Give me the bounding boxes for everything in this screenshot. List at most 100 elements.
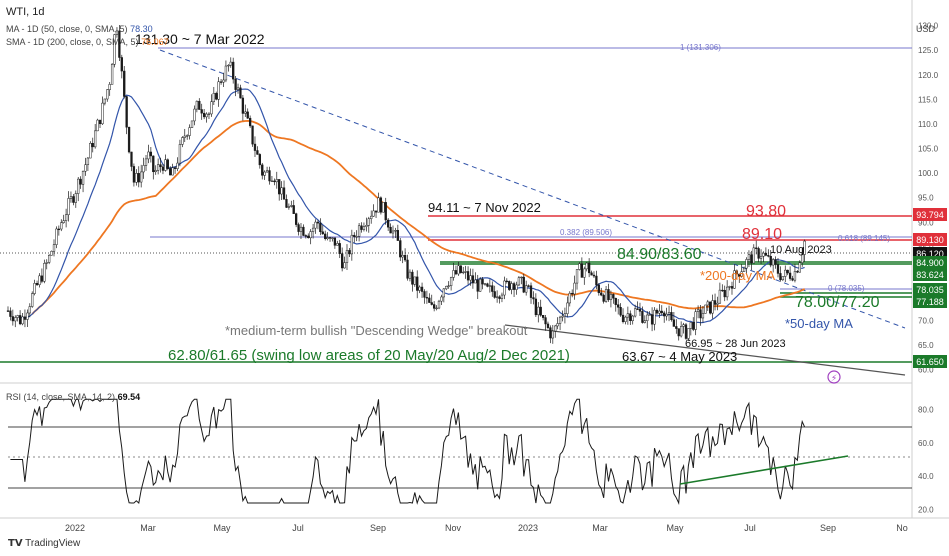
candle-body (253, 143, 257, 151)
candle-body (452, 270, 455, 278)
fib-label-1: 1 (131.306) (680, 43, 721, 52)
candle-body (164, 159, 167, 171)
svg-text:⚡: ⚡ (831, 373, 837, 383)
candle-body (706, 301, 709, 306)
candle-body (232, 61, 235, 80)
annotation-7800: 78.00/77.20 (795, 294, 880, 311)
candle-body (442, 288, 445, 298)
candle-body (142, 165, 145, 173)
candle-body (362, 226, 366, 230)
candle-body (387, 219, 390, 228)
candle-body (633, 308, 637, 317)
sma200-legend-value: 76.067 (141, 37, 169, 47)
candle-body (752, 247, 755, 264)
candle-body (709, 301, 712, 314)
candle-body (302, 226, 305, 236)
sma200-legend[interactable]: SMA - 1D (200, close, 0, SMA, 5) 76.067 (6, 37, 169, 47)
candle-body (33, 283, 36, 294)
candle-body (701, 313, 705, 319)
candle-body (399, 240, 402, 258)
currency-label: USD (916, 24, 936, 34)
rsi-trendline (679, 455, 849, 485)
candle-body (256, 150, 259, 155)
candle-body (428, 297, 431, 303)
candle-body (621, 314, 625, 323)
candle-body (374, 210, 378, 213)
price-tick-13: 65.0 (918, 341, 934, 350)
candle-body (251, 125, 254, 145)
symbol-title[interactable]: WTI, 1d (6, 6, 45, 18)
candle-body (801, 254, 804, 263)
candle-body (689, 322, 692, 329)
candle-body (98, 119, 102, 125)
candle-body (244, 111, 247, 114)
candle-body (391, 230, 395, 234)
candle-body (675, 326, 678, 329)
label-84900: 84.900 (916, 258, 944, 268)
price-axis-labels: 93.794 89.130 86.120 84.900 83.624 78.03… (913, 208, 947, 368)
candle-body (239, 87, 242, 99)
candle-body (183, 135, 186, 138)
candle-body (326, 237, 329, 240)
candle-body (125, 96, 128, 128)
candle-body (767, 255, 770, 257)
candle-body (423, 291, 426, 298)
candle-body (435, 307, 438, 310)
candle-body (575, 269, 579, 284)
time-tick-0: 2022 (65, 523, 85, 533)
tradingview-branding[interactable]: 𝗧𝗩 TradingView (8, 538, 80, 549)
candle-body (796, 271, 799, 273)
candle-body (307, 235, 310, 239)
candle-body (725, 286, 729, 298)
candle-body (512, 283, 516, 290)
candle-body (28, 306, 31, 314)
candle-body (331, 237, 334, 239)
candle-body (699, 309, 702, 319)
candle-body (515, 284, 518, 290)
candle-body (781, 276, 784, 281)
candle-body (14, 317, 17, 322)
ma50-legend[interactable]: MA - 1D (50, close, 0, SMA, 5) 78.30 (6, 24, 153, 34)
time-axis[interactable]: 2022 Mar May Jul Sep Nov 2023 Mar May Jul Sep No (65, 523, 908, 533)
candle-body (304, 235, 307, 237)
candle-body (670, 312, 673, 321)
candle-body (106, 89, 109, 100)
candle-body (159, 164, 162, 168)
candle-body (69, 196, 73, 199)
candle-body (534, 298, 538, 316)
candle-body (67, 198, 70, 216)
price-tick-5: 105.0 (918, 145, 939, 154)
candle-body (169, 168, 172, 176)
rsi-legend[interactable]: RSI (14, close, SMA, 14, 2) 69.54 (6, 392, 140, 402)
candle-body (355, 236, 358, 238)
candle-body (420, 286, 424, 292)
candle-body (258, 154, 261, 166)
label-78035: 78.035 (916, 285, 944, 295)
time-tick-2: May (213, 523, 231, 533)
candle-body (55, 228, 58, 245)
candle-body (549, 327, 552, 339)
candle-body (270, 180, 274, 182)
candle-body (265, 170, 269, 173)
candle-body (45, 262, 48, 264)
candle-body (273, 180, 276, 183)
candle-body (532, 297, 535, 300)
ma50-line (17, 88, 805, 324)
label-89130-bg (913, 233, 947, 246)
candle-body (626, 313, 630, 318)
tradingview-logo-icon: 𝗧𝗩 (8, 538, 23, 549)
candle-body (81, 170, 85, 185)
candle-body (171, 167, 174, 176)
time-tick-10: Sep (820, 523, 836, 533)
candle-body (379, 197, 383, 213)
candle-body (660, 310, 663, 314)
candle-body (367, 218, 370, 226)
candle-body (573, 282, 576, 295)
candle-body (161, 166, 165, 171)
lightning-icon[interactable]: ⚡ (827, 370, 841, 384)
candle-body (178, 144, 182, 164)
rsi-tick-1: 60.0 (918, 439, 934, 448)
candle-body (84, 164, 87, 172)
ma50-legend-label: MA - 1D (50, close, 0, SMA, 5) (6, 24, 128, 34)
